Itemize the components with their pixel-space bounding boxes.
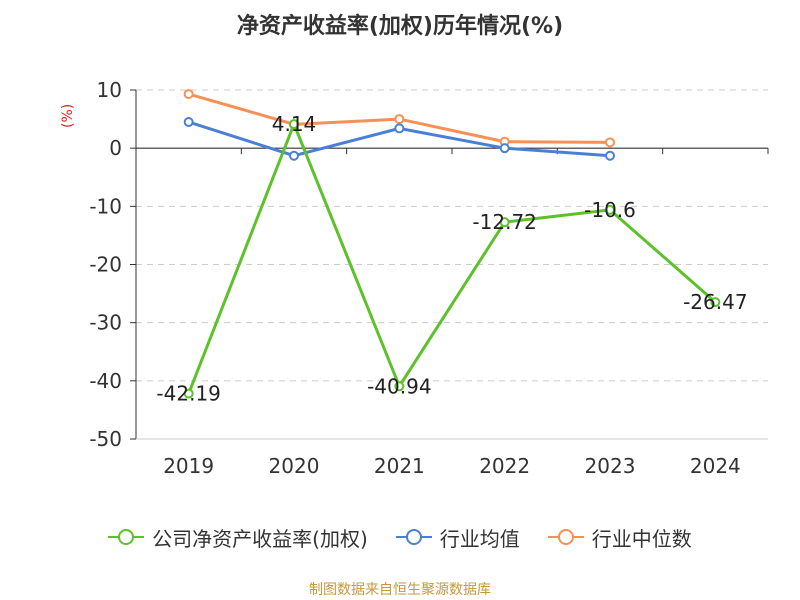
data-label-0: -42.19 bbox=[156, 382, 220, 406]
series-0-point-1 bbox=[289, 119, 299, 130]
y-tick-label-1: 0 bbox=[109, 136, 122, 160]
y-tick-label-5: -40 bbox=[89, 369, 122, 393]
series-1-point-3 bbox=[499, 143, 510, 154]
x-tick-label-2: 2021 bbox=[374, 454, 425, 478]
legend-item-series-0[interactable]: 公司净资产收益率(加权) bbox=[108, 523, 368, 552]
y-tick-label-3: -20 bbox=[89, 253, 122, 277]
legend: 公司净资产收益率(加权) 行业均值 行业中位数 bbox=[0, 520, 800, 554]
data-label-5: -26.47 bbox=[683, 290, 747, 314]
x-tick-label-0: 2019 bbox=[163, 454, 214, 478]
data-label-2: -40.94 bbox=[367, 374, 431, 398]
x-tick-label-4: 2023 bbox=[585, 454, 636, 478]
legend-label-series-1: 行业均值 bbox=[439, 526, 520, 551]
x-tick-label-5: 2024 bbox=[690, 454, 741, 478]
y-tick-label-4: -30 bbox=[89, 311, 122, 335]
y-tick-label-2: -10 bbox=[89, 194, 122, 218]
legend-marker-series-0 bbox=[108, 529, 145, 545]
series-1-point-0 bbox=[183, 116, 194, 127]
series-0-point-4 bbox=[605, 204, 615, 215]
data-label-3: -12.72 bbox=[472, 210, 536, 234]
chart-title: 净资产收益率(加权)历年情况(%) bbox=[236, 14, 564, 39]
legend-label-series-2: 行业中位数 bbox=[591, 526, 692, 551]
y-tick-label-6: -50 bbox=[89, 427, 122, 451]
series-2-point-2 bbox=[394, 114, 405, 125]
series-1-point-1 bbox=[289, 150, 299, 161]
y-tick-label-0: 10 bbox=[97, 78, 122, 102]
legend-item-series-2[interactable]: 行业中位数 bbox=[547, 523, 692, 552]
legend-item-series-1[interactable]: 行业均值 bbox=[395, 523, 520, 552]
x-tick-label-3: 2022 bbox=[479, 454, 530, 478]
legend-label-series-0: 公司净资产收益率(加权) bbox=[152, 526, 368, 551]
x-tick-label-1: 2020 bbox=[269, 454, 320, 478]
series-2-point-4 bbox=[605, 137, 615, 148]
series-1-point-4 bbox=[605, 150, 615, 161]
data-source-note: 制图数据来自恒生聚源数据库 bbox=[309, 582, 491, 598]
series-0-point-2 bbox=[394, 381, 405, 392]
series-0-point-3 bbox=[499, 217, 510, 228]
legend-marker-series-1 bbox=[395, 529, 432, 545]
series-0-point-5 bbox=[710, 297, 721, 308]
series-line-0 bbox=[187, 122, 717, 395]
legend-marker-series-2 bbox=[547, 529, 584, 545]
data-label-1: 4.14 bbox=[272, 112, 317, 136]
series-2-point-0 bbox=[183, 89, 194, 100]
series-0-point-0 bbox=[183, 388, 194, 399]
series-1-point-2 bbox=[394, 123, 405, 134]
data-label-4: -10.6 bbox=[584, 198, 636, 222]
